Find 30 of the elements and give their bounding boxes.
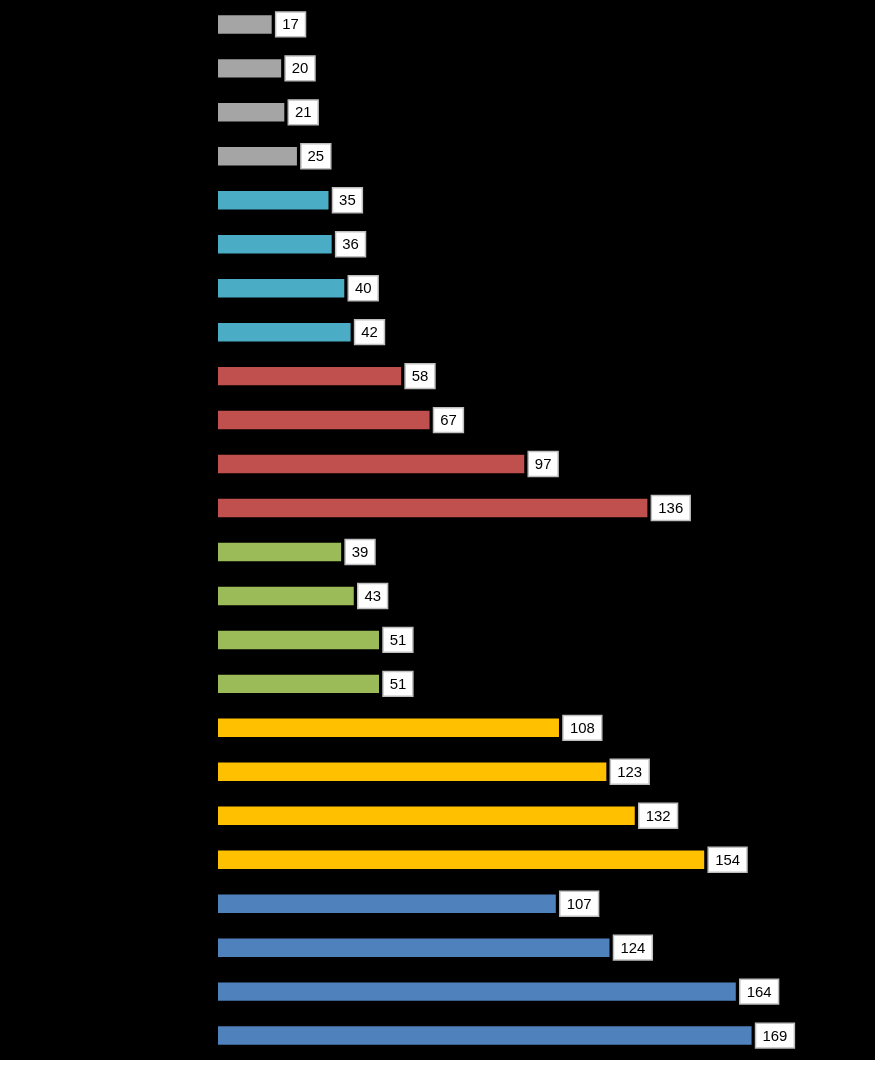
bar [218,718,559,738]
data-label: 43 [364,586,381,604]
bar [218,806,635,826]
data-label: 51 [389,630,407,648]
data-label: 25 [307,147,325,165]
data-label: 97 [534,455,552,473]
bar [218,147,297,166]
data-label: 124 [620,938,646,956]
data-label: 169 [762,1026,788,1044]
bar [218,586,354,606]
data-label: 154 [715,850,741,868]
data-label: 58 [411,367,429,385]
data-label: 136 [658,498,684,516]
data-label: 132 [645,806,671,824]
data-label: 123 [617,762,643,780]
data-label: 39 [351,542,369,560]
data-label: 40 [354,279,372,297]
data-label: 51 [389,674,407,692]
data-label: 67 [440,411,457,429]
data-label: 21 [294,103,312,121]
data-label: 107 [566,894,592,912]
data-label: 17 [282,15,299,33]
data-label: 164 [746,982,772,1000]
data-label: 108 [569,718,595,736]
data-label: 42 [361,323,378,341]
bar [218,894,556,913]
bar [218,982,736,1001]
data-label: 35 [339,191,356,209]
data-label: 20 [291,59,309,77]
data-label: 36 [342,235,359,253]
